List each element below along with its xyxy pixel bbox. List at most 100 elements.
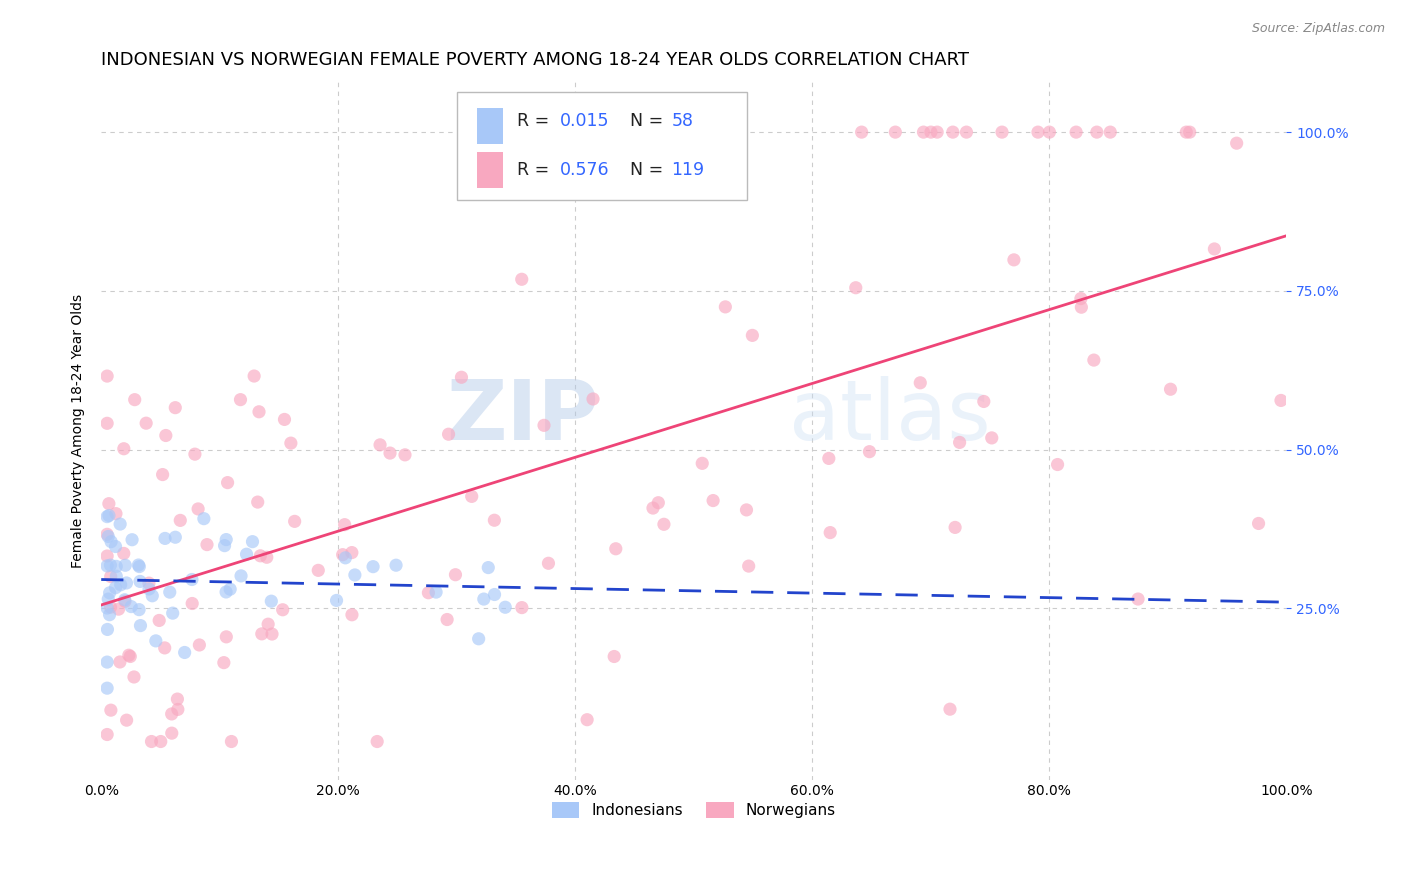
Point [378,446,401,460]
Point [145,633,167,648]
Point [97,529,120,543]
Point [652,517,675,532]
Point [1270,393,1292,408]
Point [920,125,942,139]
Point [467,632,489,646]
Point [100,703,122,717]
Point [307,563,329,577]
Point [817,451,839,466]
Point [641,501,664,516]
Point [461,490,484,504]
Point [141,589,163,603]
Point [249,549,271,563]
Point [98,586,121,600]
Point [195,538,218,552]
Point [340,607,363,622]
Point [141,734,163,748]
Point [124,392,146,407]
Point [927,125,949,139]
Point [166,692,188,706]
Point [221,734,243,748]
Point [343,568,366,582]
Point [477,560,499,574]
Point [735,503,758,517]
Point [96,369,118,384]
Point [114,558,136,573]
Point [605,541,627,556]
Point [1160,382,1182,396]
Point [173,645,195,659]
Point [1026,125,1049,139]
Point [219,582,242,597]
Point [112,546,135,560]
Point [284,514,307,528]
Point [104,540,127,554]
Point [385,558,408,573]
Point [1178,125,1201,139]
Point [96,623,118,637]
Point [98,508,121,523]
Point [444,567,467,582]
Point [510,272,533,286]
Point [368,438,391,452]
Point [97,592,120,607]
Point [138,576,160,591]
Text: 0.576: 0.576 [560,161,610,179]
Point [217,475,239,490]
Point [1247,516,1270,531]
Point [1083,353,1105,368]
Point [96,417,118,431]
Point [702,493,724,508]
Point [980,431,1002,445]
Point [100,558,122,573]
Point [818,525,841,540]
Point [1046,458,1069,472]
Point [128,559,150,574]
Point [576,713,599,727]
Point [121,533,143,547]
Point [737,559,759,574]
Point [127,558,149,572]
Text: Source: ZipAtlas.com: Source: ZipAtlas.com [1251,22,1385,36]
Point [332,548,354,562]
Point [96,601,118,615]
Point [212,656,235,670]
Point [118,648,141,663]
Point [436,613,458,627]
Point [335,550,357,565]
Point [96,509,118,524]
Point [1070,300,1092,314]
Point [973,394,995,409]
Point [484,513,506,527]
Point [188,638,211,652]
Point [235,547,257,561]
Point [243,369,266,384]
Point [1064,125,1087,139]
Point [1085,125,1108,139]
Point [910,376,932,390]
Point [215,533,238,547]
Point [257,617,280,632]
Point [1126,592,1149,607]
Point [845,281,868,295]
Point [394,448,416,462]
Point [884,125,907,139]
Point [256,550,278,565]
Point [991,125,1014,139]
Point [340,545,363,559]
Point [162,606,184,620]
Point [214,539,236,553]
Point [110,578,132,592]
Point [229,569,252,583]
Text: INDONESIAN VS NORWEGIAN FEMALE POVERTY AMONG 18-24 YEAR OLDS CORRELATION CHART: INDONESIAN VS NORWEGIAN FEMALE POVERTY A… [101,51,969,69]
Point [135,416,157,430]
Point [1175,125,1198,139]
FancyBboxPatch shape [457,92,747,200]
Point [129,574,152,589]
Point [215,585,238,599]
Point [100,534,122,549]
Point [96,681,118,696]
Point [741,328,763,343]
Point [112,442,135,456]
FancyBboxPatch shape [477,152,503,188]
